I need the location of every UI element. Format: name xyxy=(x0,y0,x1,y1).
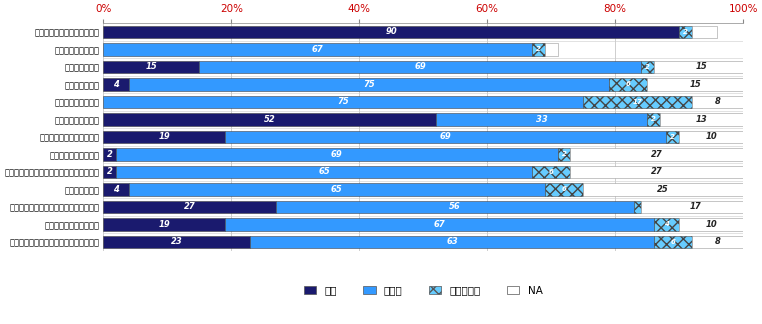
Text: 10: 10 xyxy=(705,133,717,142)
Bar xyxy=(654,236,692,248)
Bar xyxy=(609,78,647,91)
Text: 2: 2 xyxy=(562,151,566,157)
Bar xyxy=(545,43,558,56)
Bar xyxy=(647,113,660,126)
Text: 67: 67 xyxy=(434,220,445,229)
Text: 33: 33 xyxy=(536,115,547,124)
Bar xyxy=(570,148,743,161)
Text: 67: 67 xyxy=(312,45,324,54)
Bar xyxy=(129,78,609,91)
Bar xyxy=(104,131,225,143)
Text: 6: 6 xyxy=(626,81,630,87)
Text: 15: 15 xyxy=(689,80,701,89)
Text: 10: 10 xyxy=(705,220,717,229)
Text: 69: 69 xyxy=(331,150,343,159)
Bar xyxy=(104,148,116,161)
Bar xyxy=(666,131,679,143)
Text: 19: 19 xyxy=(158,133,170,142)
Text: 2: 2 xyxy=(107,168,113,177)
Bar xyxy=(104,96,583,108)
Bar xyxy=(583,96,692,108)
Text: 63: 63 xyxy=(446,237,458,247)
Text: 75: 75 xyxy=(363,80,375,89)
Bar xyxy=(104,236,251,248)
Text: 65: 65 xyxy=(319,168,330,177)
Text: 2: 2 xyxy=(671,134,675,140)
Bar xyxy=(436,113,647,126)
Text: 4: 4 xyxy=(114,80,119,89)
Bar xyxy=(104,78,129,91)
Bar xyxy=(104,201,276,213)
Text: 65: 65 xyxy=(331,185,343,194)
Bar xyxy=(570,166,743,178)
Text: 27: 27 xyxy=(184,202,196,212)
Text: 8: 8 xyxy=(715,237,720,247)
Text: 25: 25 xyxy=(658,185,669,194)
Text: 52: 52 xyxy=(264,115,276,124)
Bar xyxy=(104,183,129,196)
Bar xyxy=(692,96,743,108)
Text: 69: 69 xyxy=(440,133,451,142)
Text: 56: 56 xyxy=(450,202,461,212)
Bar xyxy=(104,61,200,73)
Text: 2: 2 xyxy=(536,46,541,52)
Bar xyxy=(251,236,654,248)
Text: 27: 27 xyxy=(651,150,663,159)
Text: 75: 75 xyxy=(338,98,349,107)
Text: 17: 17 xyxy=(689,202,701,212)
Bar xyxy=(276,201,634,213)
Bar xyxy=(679,131,743,143)
Text: 6: 6 xyxy=(562,186,566,192)
Bar xyxy=(583,183,743,196)
Text: 69: 69 xyxy=(414,63,426,72)
Text: 8: 8 xyxy=(715,98,720,107)
Bar xyxy=(641,61,654,73)
Text: 2: 2 xyxy=(651,116,656,122)
Text: 2: 2 xyxy=(683,29,688,35)
Bar xyxy=(641,201,750,213)
Bar xyxy=(692,26,718,38)
Bar xyxy=(679,218,743,231)
Text: 15: 15 xyxy=(696,63,707,72)
Bar xyxy=(104,218,225,231)
Text: 13: 13 xyxy=(696,115,707,124)
Text: 27: 27 xyxy=(651,168,663,177)
Bar xyxy=(129,183,545,196)
Legend: はい, いいえ, わからない, NA: はい, いいえ, わからない, NA xyxy=(304,285,543,295)
Text: 19: 19 xyxy=(158,220,170,229)
Bar xyxy=(634,201,641,213)
Text: 6: 6 xyxy=(549,169,554,175)
Bar xyxy=(200,61,641,73)
Text: 17: 17 xyxy=(632,99,642,105)
Text: 2: 2 xyxy=(645,64,649,70)
Bar xyxy=(104,166,116,178)
Text: 4: 4 xyxy=(664,222,669,227)
Bar xyxy=(104,43,532,56)
Bar xyxy=(679,26,692,38)
Bar xyxy=(532,43,545,56)
Text: 2: 2 xyxy=(107,150,113,159)
Bar xyxy=(104,26,679,38)
Bar xyxy=(692,236,743,248)
Bar xyxy=(558,148,570,161)
Text: 6: 6 xyxy=(671,239,675,245)
Bar xyxy=(116,166,532,178)
Bar xyxy=(104,113,436,126)
Bar xyxy=(116,148,558,161)
Bar xyxy=(654,61,750,73)
Bar xyxy=(225,218,654,231)
Bar xyxy=(225,131,666,143)
Bar xyxy=(654,218,679,231)
Text: 4: 4 xyxy=(114,185,119,194)
Text: 15: 15 xyxy=(146,63,157,72)
Text: 23: 23 xyxy=(171,237,183,247)
Bar xyxy=(660,113,743,126)
Text: 90: 90 xyxy=(386,28,397,36)
Bar xyxy=(647,78,743,91)
Bar xyxy=(532,166,570,178)
Bar xyxy=(545,183,583,196)
